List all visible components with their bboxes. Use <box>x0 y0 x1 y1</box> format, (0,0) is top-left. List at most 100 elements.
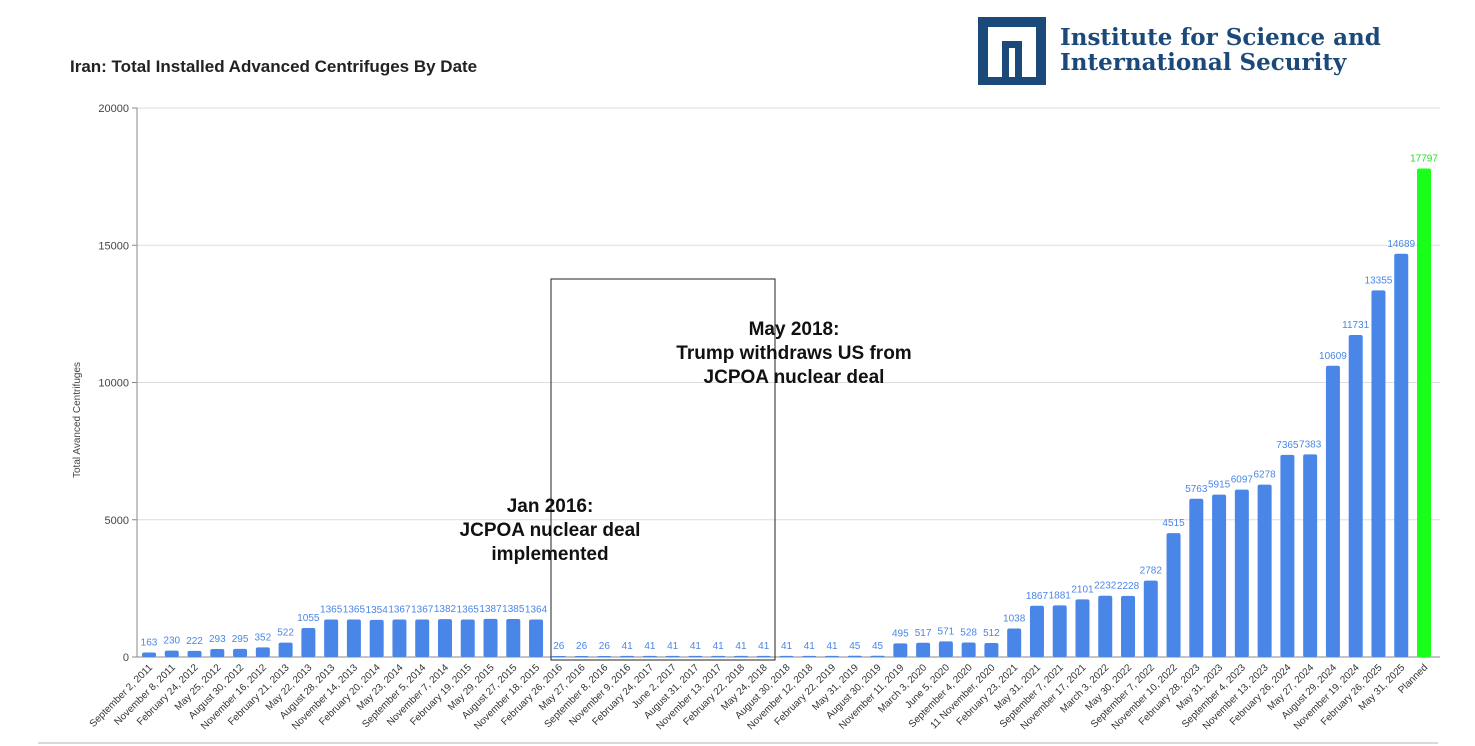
bar-value-label: 1055 <box>297 613 320 624</box>
institute-logo: Institute for Science and International … <box>978 17 1381 87</box>
bar <box>164 650 179 657</box>
bar <box>142 652 156 657</box>
institute-logo-icon <box>978 17 1046 85</box>
bar-value-label: 41 <box>690 641 702 652</box>
bar <box>346 619 361 657</box>
bar <box>233 648 248 657</box>
bar <box>529 619 544 657</box>
y-axis: 0 5000 10000 15000 20000 <box>98 103 138 664</box>
bar-value-label: 41 <box>758 641 770 652</box>
bar <box>1394 253 1409 657</box>
bar-value-label: 222 <box>186 636 203 647</box>
bar <box>1052 605 1067 657</box>
bar-value-label: 26 <box>553 641 565 652</box>
annotation-us-withdrawal: May 2018: Trump withdraws US from JCPOA … <box>644 318 944 390</box>
bar-value-label: 517 <box>915 628 932 639</box>
bar <box>324 619 339 657</box>
bar <box>733 655 748 657</box>
bar <box>1325 365 1340 657</box>
bar <box>779 655 794 657</box>
bar <box>574 656 589 657</box>
bar <box>961 642 976 657</box>
bar-value-label: 26 <box>599 641 611 652</box>
bar-value-label: 6097 <box>1231 475 1254 486</box>
bar-value-label: 45 <box>872 641 884 652</box>
bar <box>1029 605 1044 657</box>
bar-value-label: 352 <box>254 632 271 643</box>
bar <box>1234 489 1249 657</box>
bar <box>1371 290 1386 657</box>
bar <box>620 655 635 657</box>
bar <box>1257 484 1272 657</box>
bar-value-label: 41 <box>622 641 634 652</box>
bar <box>984 642 999 657</box>
bar-value-label: 5763 <box>1185 484 1208 495</box>
bar-value-label: 41 <box>713 641 725 652</box>
bar-value-label: 13355 <box>1365 275 1393 286</box>
bar-value-label: 1382 <box>434 604 457 615</box>
institute-name-line2: International Security <box>1060 49 1347 76</box>
bar <box>1280 454 1295 657</box>
bar <box>711 655 726 657</box>
y-tick-label: 20000 <box>98 103 129 115</box>
bar-value-label: 1367 <box>388 604 411 615</box>
bar-value-label: 7365 <box>1276 440 1299 451</box>
bar-value-label: 6278 <box>1254 470 1277 481</box>
bar-value-label: 512 <box>983 628 1000 639</box>
annotation-line: implemented <box>491 544 609 565</box>
bar <box>415 619 430 657</box>
bar <box>1189 498 1204 657</box>
bar <box>1075 599 1090 657</box>
bar-value-label: 1385 <box>502 604 525 615</box>
bar-value-label: 1365 <box>457 605 480 616</box>
bar-value-label: 571 <box>938 626 955 637</box>
bar <box>688 655 703 657</box>
bar <box>278 642 293 657</box>
bar <box>460 619 475 657</box>
bar-value-label: 1364 <box>525 605 548 616</box>
bar-value-label: 295 <box>232 634 249 645</box>
bar-value-label: 2101 <box>1071 584 1094 595</box>
bar-value-label: 41 <box>804 641 816 652</box>
y-axis-label: Total Avanced Centrifuges <box>72 362 83 478</box>
annotation-line: Jan 2016: <box>506 496 594 517</box>
bar <box>483 618 498 657</box>
bar-value-label: 528 <box>960 628 977 639</box>
bar <box>597 656 612 657</box>
bar <box>210 648 225 657</box>
bar <box>847 655 862 657</box>
institute-name: Institute for Science and International … <box>1060 25 1381 75</box>
bar-value-label: 41 <box>644 641 656 652</box>
bar-value-label: 1881 <box>1049 590 1072 601</box>
y-tick-label: 15000 <box>98 240 129 252</box>
y-tick-label: 0 <box>123 652 129 664</box>
bar <box>1348 334 1363 657</box>
y-tick-label: 5000 <box>105 515 129 527</box>
bar-value-label: 522 <box>277 628 294 639</box>
bar-value-label: 41 <box>781 641 793 652</box>
bar-value-label: 1365 <box>320 605 343 616</box>
bar-value-label: 230 <box>163 636 180 647</box>
bar <box>1417 168 1431 657</box>
bar-value-label: 1867 <box>1026 591 1049 602</box>
bar-value-label: 1365 <box>343 605 366 616</box>
bar-value-label: 7383 <box>1299 439 1322 450</box>
y-tick-label: 10000 <box>98 378 129 390</box>
bar-value-label: 2232 <box>1094 581 1117 592</box>
bar-value-label: 2782 <box>1140 566 1163 577</box>
bar <box>893 643 908 657</box>
bar <box>916 642 931 657</box>
bar-value-label: 1367 <box>411 604 434 615</box>
bar-value-label: 41 <box>826 641 838 652</box>
bar-value-label: 2228 <box>1117 581 1140 592</box>
annotation-line: May 2018: <box>748 319 840 340</box>
bar <box>506 618 521 657</box>
highlight-box <box>550 278 776 661</box>
bar <box>642 655 657 657</box>
bar-value-label: 26 <box>576 641 588 652</box>
bar <box>1212 494 1227 657</box>
annotation-line: Trump withdraws US from <box>676 343 912 364</box>
